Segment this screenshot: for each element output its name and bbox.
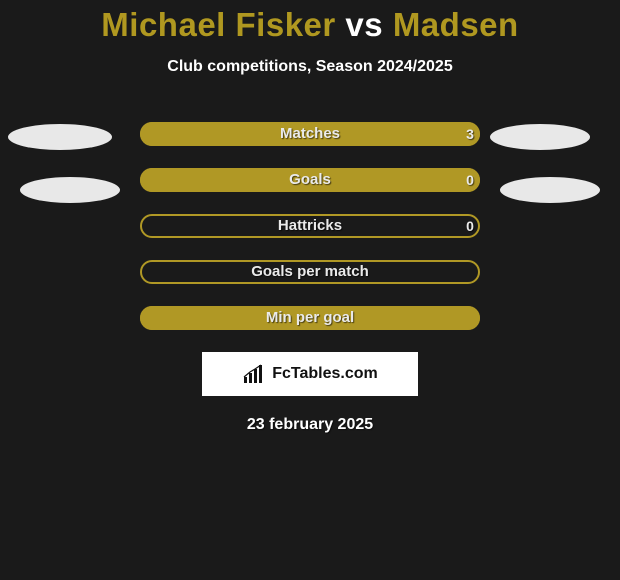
date-text: 23 february 2025 bbox=[0, 416, 620, 434]
stat-row: Goals per match bbox=[0, 260, 620, 284]
side-ellipse bbox=[500, 177, 600, 203]
subtitle: Club competitions, Season 2024/2025 bbox=[0, 58, 620, 76]
brand-bars-icon bbox=[242, 363, 268, 385]
brand-badge: FcTables.com bbox=[202, 352, 418, 396]
bar-label: Matches bbox=[140, 122, 480, 146]
stat-row: Hattricks0 bbox=[0, 214, 620, 238]
side-ellipse bbox=[8, 124, 112, 150]
title-vs: vs bbox=[345, 6, 383, 43]
value-right: 0 bbox=[458, 214, 482, 238]
title-player2: Madsen bbox=[393, 6, 519, 43]
bar-label: Hattricks bbox=[140, 214, 480, 238]
page-title: Michael Fisker vs Madsen bbox=[0, 0, 620, 44]
bar-label: Min per goal bbox=[140, 306, 480, 330]
side-ellipse bbox=[20, 177, 120, 203]
brand-text: FcTables.com bbox=[272, 365, 378, 383]
value-right: 0 bbox=[458, 168, 482, 192]
bar-label: Goals per match bbox=[140, 260, 480, 284]
side-ellipse bbox=[490, 124, 590, 150]
value-right: 3 bbox=[458, 122, 482, 146]
stat-row: Min per goal bbox=[0, 306, 620, 330]
title-player1: Michael Fisker bbox=[101, 6, 335, 43]
comparison-chart: Matches3Goals0Hattricks0Goals per matchM… bbox=[0, 122, 620, 330]
bar-label: Goals bbox=[140, 168, 480, 192]
